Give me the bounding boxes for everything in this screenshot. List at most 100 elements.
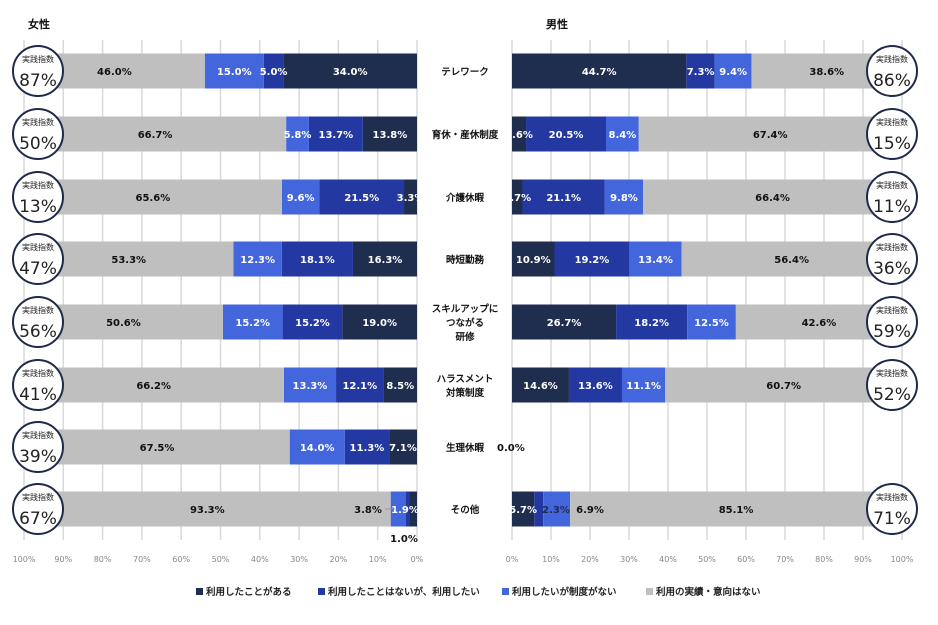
index-label: 実践指数 xyxy=(22,430,54,440)
bar-segment xyxy=(543,491,571,527)
bar-segment xyxy=(534,491,544,527)
index-label: 実践指数 xyxy=(22,242,54,252)
bar-segment xyxy=(621,367,666,403)
data-label: 50.6% xyxy=(106,318,141,329)
index-circle xyxy=(866,171,918,223)
bar-segment xyxy=(512,304,617,340)
bar-segment xyxy=(281,241,353,277)
category-label: ハラスメント xyxy=(437,374,494,385)
bar-segment xyxy=(336,367,384,403)
data-label: 67.5% xyxy=(140,443,175,454)
tick-label: 100% xyxy=(13,555,36,564)
panel-title-women: 女性 xyxy=(28,17,50,31)
tick-label: 80% xyxy=(94,555,112,564)
data-label: 13.4% xyxy=(638,255,673,266)
bar-segment xyxy=(283,53,417,89)
index-value: 87% xyxy=(19,71,57,91)
index-circle xyxy=(12,421,64,473)
data-label: 15.2% xyxy=(295,318,330,329)
data-label: 38.6% xyxy=(809,67,844,78)
tick-label: 40% xyxy=(659,555,677,564)
data-label: 34.0% xyxy=(333,67,368,78)
bar-segment xyxy=(222,304,283,340)
index-circle xyxy=(866,233,918,285)
data-label: 85.1% xyxy=(719,505,754,516)
data-label: 21.1% xyxy=(546,193,581,204)
index-label: 実践指数 xyxy=(876,305,908,315)
bar-segment xyxy=(24,116,287,152)
bar-segment xyxy=(389,429,417,465)
data-label: 2.7% xyxy=(503,193,531,204)
data-label: 7.3% xyxy=(687,67,715,78)
category-label: 育休・産休制度 xyxy=(432,129,499,141)
data-label: 9.8% xyxy=(610,193,638,204)
data-label: 60.7% xyxy=(766,381,801,392)
bar-segment xyxy=(319,179,405,215)
index-circle xyxy=(12,483,64,535)
index-label: 実践指数 xyxy=(876,54,908,64)
bar-segment xyxy=(554,241,630,277)
index-circle xyxy=(12,45,64,97)
tick-label: 30% xyxy=(620,555,638,564)
gridlines xyxy=(23,40,903,540)
bar-segment xyxy=(687,304,736,340)
legend-label: 利用したいが制度がない xyxy=(511,586,617,598)
legend-label: 利用の実績・意向はない xyxy=(655,586,761,598)
legend-swatch xyxy=(196,588,203,595)
category-label: 対策制度 xyxy=(445,387,485,399)
index-circle xyxy=(866,45,918,97)
data-label: 3.8% xyxy=(354,505,382,516)
index-circles: 実践指数 87% 実践指数 50% 実践指数 13% 実践指数 47% 実践指数 56% 実践指数 4… xyxy=(12,45,918,535)
category-label: 生理休暇 xyxy=(446,442,485,454)
index-value: 56% xyxy=(19,322,57,342)
legend: 利用したことがある 利用したことはないが、利用したい 利用したいが制度がない 利用の実… xyxy=(196,586,761,598)
bar-segment xyxy=(282,304,343,340)
data-label: 16.3% xyxy=(368,255,403,266)
index-label: 実践指数 xyxy=(876,180,908,190)
index-value: 67% xyxy=(19,509,57,529)
category-labels: テレワーク育休・産休制度介護休暇時短勤務スキルアップにつながる研修ハラスメント対… xyxy=(432,67,499,516)
data-label: 5.7% xyxy=(509,505,537,516)
bar-segment xyxy=(233,241,282,277)
index-value: 52% xyxy=(873,385,911,405)
tick-label: 70% xyxy=(133,555,151,564)
bar-segment xyxy=(638,116,902,152)
bar-segment xyxy=(686,53,715,89)
data-label: 20.5% xyxy=(549,130,584,141)
data-label: 53.3% xyxy=(111,255,146,266)
data-label: 15.0% xyxy=(217,67,252,78)
bar-segment xyxy=(522,179,605,215)
data-label: 66.4% xyxy=(755,193,790,204)
data-label: 11.3% xyxy=(350,443,385,454)
index-value: 59% xyxy=(873,322,911,342)
bar-segment xyxy=(681,241,902,277)
bar-segment xyxy=(263,53,284,89)
bar-segment xyxy=(24,429,290,465)
category-label: スキルアップに xyxy=(432,303,499,315)
tick-labels: 100% 90% 80% 70% 60% 50% 40% 30% 20% 10% 0% 0% 10% 20… xyxy=(13,555,914,564)
tick-label: 70% xyxy=(776,555,794,564)
data-label: 26.7% xyxy=(547,318,582,329)
panel-title-men: 男性 xyxy=(546,17,568,31)
data-label: 3.6% xyxy=(505,130,533,141)
category-label: テレワーク xyxy=(441,67,489,78)
data-label: 56.4% xyxy=(774,255,809,266)
legend-label: 利用したことはないが、利用したい xyxy=(327,586,480,598)
data-label: 21.5% xyxy=(344,193,379,204)
index-value: 13% xyxy=(19,197,57,217)
tick-label: 20% xyxy=(330,555,348,564)
tick-label: 0% xyxy=(506,555,519,564)
data-label: 13.8% xyxy=(373,130,408,141)
bars xyxy=(23,53,902,527)
index-label: 実践指数 xyxy=(22,492,54,502)
data-label: 5.0% xyxy=(260,67,288,78)
bar-segment xyxy=(568,367,622,403)
bar-segment xyxy=(665,367,902,403)
data-labels: 34.0% 5.0% 15.0% 46.0% 13.8% 13.7% 5.8% 66.7% 3.… xyxy=(97,67,844,545)
bar-segment xyxy=(308,116,363,152)
bar-segment xyxy=(383,367,417,403)
index-circle xyxy=(12,296,64,348)
index-label: 実践指数 xyxy=(22,368,54,378)
index-value: 86% xyxy=(873,71,911,91)
